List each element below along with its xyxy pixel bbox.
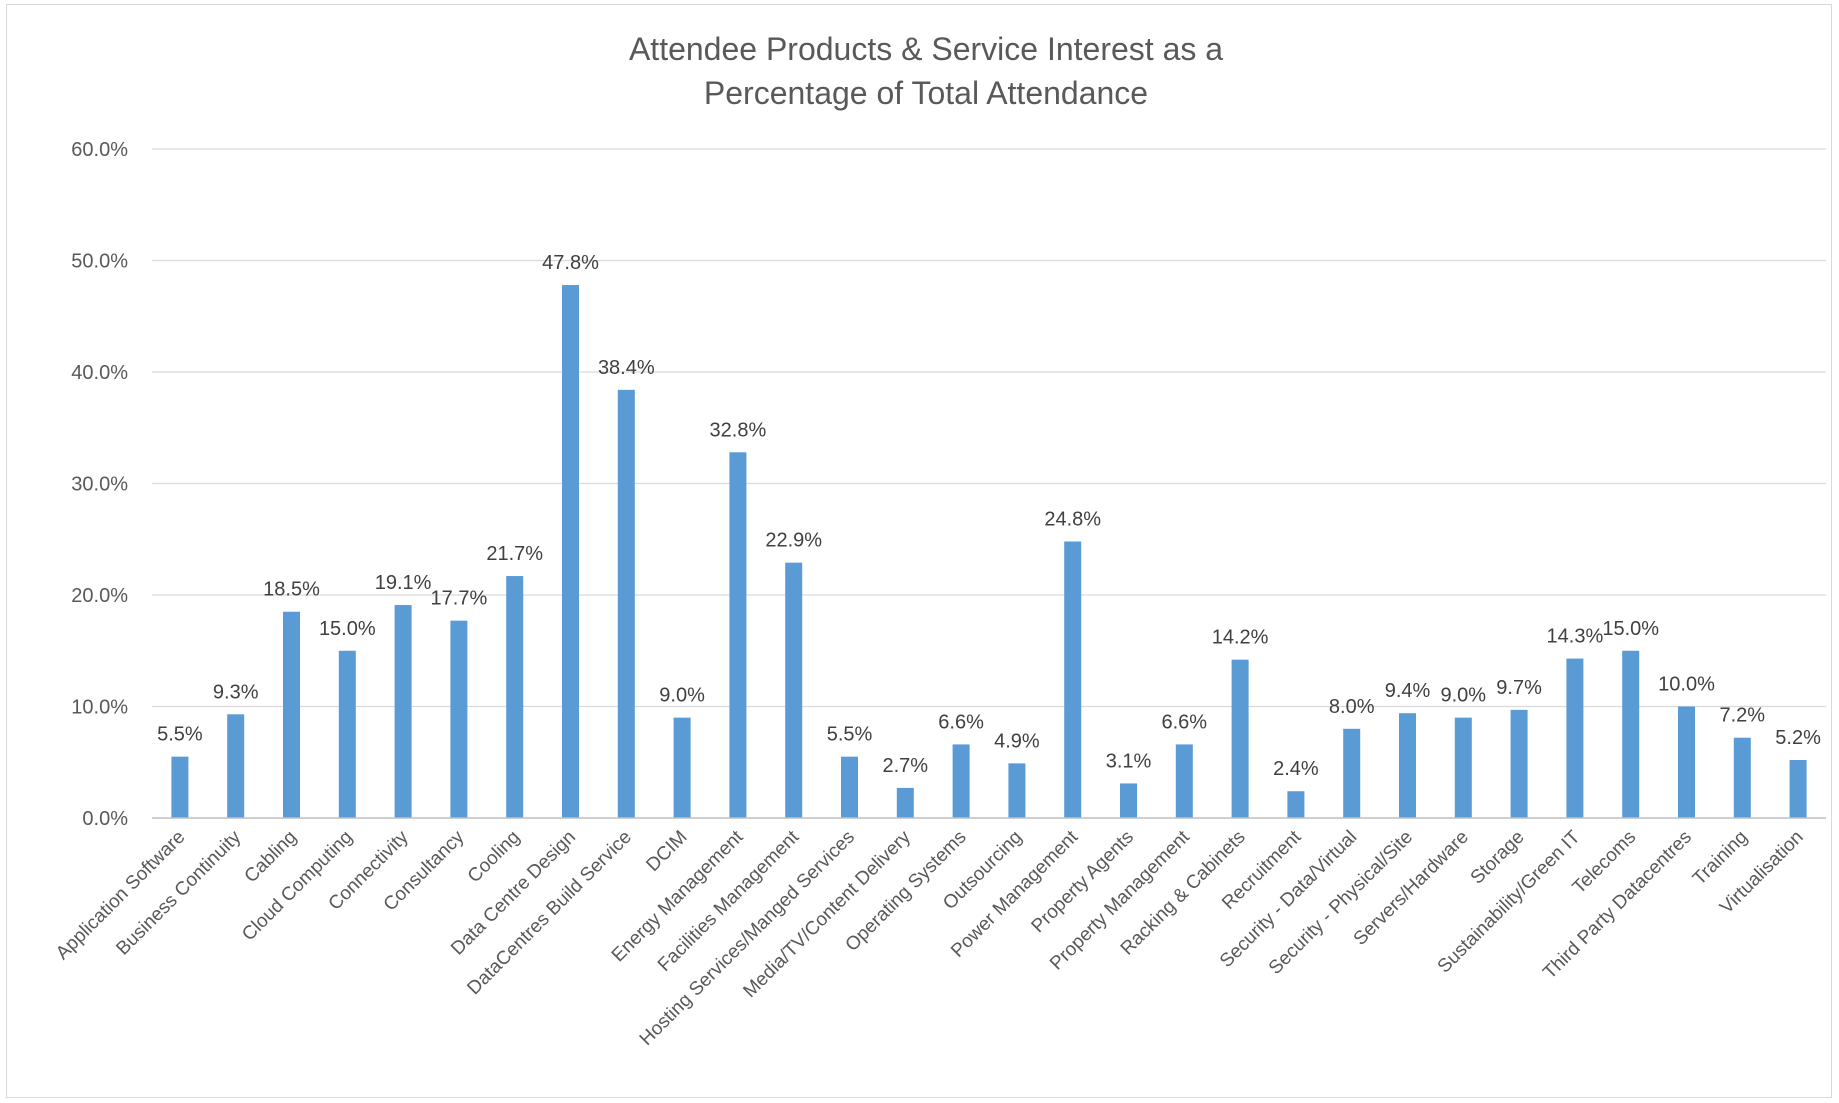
bar bbox=[1287, 791, 1305, 818]
data-label: 10.0% bbox=[1658, 674, 1715, 696]
bar bbox=[896, 787, 914, 818]
bar bbox=[1622, 650, 1640, 818]
data-label: 6.6% bbox=[938, 711, 984, 733]
y-tick-label: 20.0% bbox=[71, 585, 128, 607]
data-label: 14.2% bbox=[1212, 627, 1269, 649]
y-axis-tick-labels: 0.0% 10.0% 20.0% 30.0% 40.0% 50.0% 60.0% bbox=[71, 139, 128, 830]
data-label: 9.7% bbox=[1496, 677, 1542, 699]
data-label: 3.1% bbox=[1106, 750, 1152, 772]
bar bbox=[1678, 706, 1695, 818]
data-label: 5.5% bbox=[157, 724, 203, 746]
bar bbox=[562, 285, 579, 818]
bars bbox=[171, 285, 1807, 818]
bar bbox=[1733, 737, 1751, 818]
bar bbox=[1343, 728, 1361, 818]
y-tick-label: 30.0% bbox=[71, 474, 128, 496]
bar bbox=[1399, 713, 1416, 818]
data-label: 9.0% bbox=[1441, 685, 1487, 707]
y-tick-label: 0.0% bbox=[82, 808, 128, 830]
data-label: 18.5% bbox=[263, 579, 320, 601]
data-labels: 5.5% 9.3% 18.5% 15.0% 19.1%17.7% 21.7% 47.8% 38… bbox=[157, 252, 1821, 780]
chart-title: Attendee Products & Service Interest as … bbox=[629, 31, 1223, 111]
data-label: 21.7% bbox=[486, 543, 543, 565]
data-label: 14.3% bbox=[1547, 626, 1604, 648]
data-label: 7.2% bbox=[1720, 705, 1766, 727]
x-category-label: DCIM bbox=[642, 827, 691, 876]
y-tick-label: 60.0% bbox=[71, 139, 128, 161]
chart-title-line-1: Attendee Products & Service Interest as … bbox=[629, 31, 1223, 67]
bar bbox=[171, 756, 189, 818]
bar bbox=[1510, 709, 1528, 818]
bar bbox=[1789, 760, 1807, 818]
bar bbox=[283, 611, 300, 818]
bar bbox=[1008, 763, 1026, 818]
data-label: 4.9% bbox=[994, 730, 1040, 752]
data-label: 9.4% bbox=[1385, 680, 1431, 702]
data-label: 2.7% bbox=[883, 755, 929, 777]
data-label: 2.4% bbox=[1273, 758, 1319, 780]
bar bbox=[1566, 658, 1584, 818]
data-label: 19.1% bbox=[375, 572, 432, 594]
y-tick-label: 10.0% bbox=[71, 697, 128, 719]
bar bbox=[841, 756, 858, 818]
data-label: 15.0% bbox=[319, 618, 376, 640]
bar bbox=[338, 650, 356, 818]
x-category-label: Property Agents bbox=[1028, 827, 1138, 937]
bar bbox=[1120, 783, 1137, 818]
data-label: 47.8% bbox=[542, 252, 599, 274]
bar bbox=[227, 714, 245, 818]
data-label: 9.0% bbox=[659, 685, 705, 707]
bar bbox=[952, 744, 970, 818]
data-label: 8.0% bbox=[1329, 696, 1375, 718]
bar bbox=[506, 576, 524, 818]
chart-title-line-2: Percentage of Total Attendance bbox=[704, 75, 1148, 111]
bar bbox=[1231, 659, 1249, 818]
y-tick-label: 40.0% bbox=[71, 362, 128, 384]
chart-frame bbox=[6, 4, 1832, 1098]
data-label: 32.8% bbox=[710, 419, 767, 441]
bar bbox=[729, 452, 747, 818]
bar bbox=[1175, 744, 1193, 818]
data-label: 9.3% bbox=[213, 681, 259, 703]
data-label: 38.4% bbox=[598, 357, 655, 379]
bar bbox=[1454, 717, 1472, 818]
data-label: 24.8% bbox=[1044, 508, 1101, 530]
bar bbox=[1064, 541, 1082, 818]
gridlines bbox=[152, 148, 1826, 708]
data-label: 5.5% bbox=[827, 724, 873, 746]
data-label: 22.9% bbox=[765, 530, 822, 552]
bar bbox=[673, 717, 691, 818]
bar bbox=[450, 620, 468, 818]
data-label: 15.0% bbox=[1602, 618, 1659, 640]
bar bbox=[617, 389, 635, 818]
bar bbox=[785, 562, 803, 818]
data-label: 6.6% bbox=[1162, 711, 1208, 733]
data-label: 5.2% bbox=[1775, 727, 1821, 749]
y-tick-label: 50.0% bbox=[71, 251, 128, 273]
data-label: 17.7% bbox=[431, 588, 488, 610]
bar bbox=[394, 605, 412, 818]
